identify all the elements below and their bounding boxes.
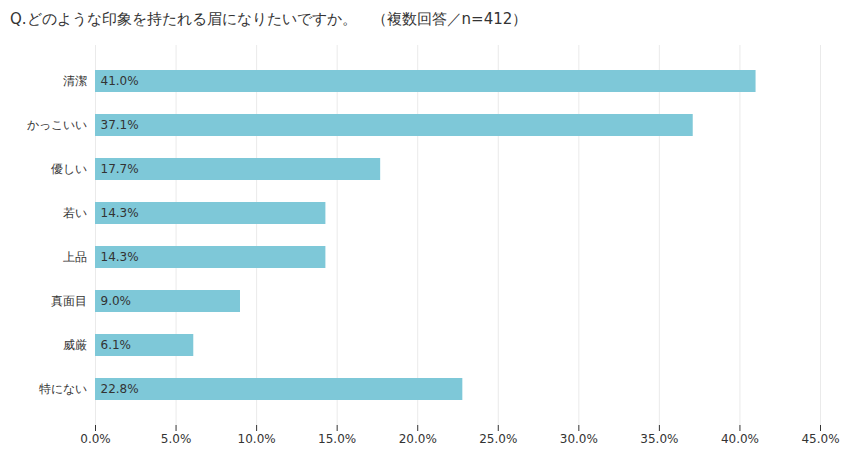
svg-text:14.3%: 14.3% [101, 206, 139, 220]
svg-text:14.3%: 14.3% [101, 250, 139, 264]
svg-text:上品: 上品 [63, 250, 87, 264]
svg-text:0.0%: 0.0% [80, 432, 111, 446]
svg-text:9.0%: 9.0% [101, 294, 132, 308]
html-text:Q.どのような印象を持たれる眉になりたいですか。 （複数回答: Q.どのような印象を持たれる眉になりたいですか。 （複数回答／n=412） [10, 10, 528, 28]
svg-text:優しい: 優しい [51, 162, 87, 176]
svg-text:30.0%: 30.0% [560, 432, 598, 446]
svg-text:真面目: 真面目 [51, 294, 87, 308]
svg-text:25.0%: 25.0% [479, 432, 517, 446]
svg-text:35.0%: 35.0% [640, 432, 678, 446]
svg-text:10.0%: 10.0% [238, 432, 276, 446]
svg-text:41.0%: 41.0% [101, 74, 139, 88]
svg-text:22.8%: 22.8% [101, 382, 139, 396]
svg-text:特にない: 特にない [39, 382, 87, 396]
svg-text:威厳: 威厳 [63, 338, 87, 352]
svg-text:20.0%: 20.0% [399, 432, 437, 446]
svg-text:6.1%: 6.1% [101, 338, 132, 352]
svg-text:若い: 若い [63, 206, 87, 220]
svg-text:清潔: 清潔 [63, 74, 87, 88]
svg-text:40.0%: 40.0% [721, 432, 759, 446]
svg-text:5.0%: 5.0% [161, 432, 192, 446]
svg-text:かっこいい: かっこいい [27, 118, 87, 132]
svg-text:17.7%: 17.7% [101, 162, 139, 176]
svg-text:45.0%: 45.0% [801, 432, 839, 446]
svg-text:37.1%: 37.1% [101, 118, 139, 132]
svg-text:15.0%: 15.0% [318, 432, 356, 446]
